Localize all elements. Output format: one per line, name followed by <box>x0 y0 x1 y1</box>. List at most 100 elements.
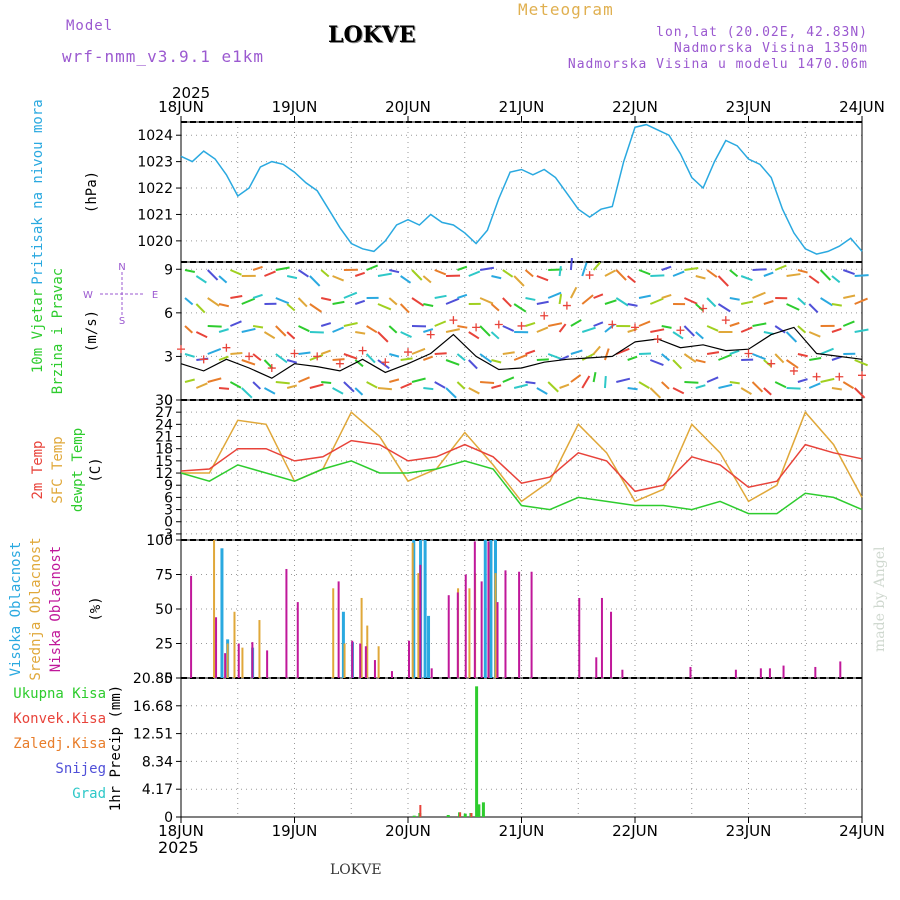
wind-arrow <box>389 378 400 383</box>
wind-arrow <box>638 294 651 299</box>
footer-station: LOKVE <box>330 862 382 878</box>
wind-arrow <box>389 353 400 358</box>
wind-arrow <box>558 265 562 277</box>
compass-north: N <box>118 262 125 273</box>
gust-marker <box>608 320 617 329</box>
wind-arrow <box>230 320 242 327</box>
wind-arrow <box>365 353 376 364</box>
dewpoint-line <box>180 460 863 515</box>
wind-arrow <box>592 261 601 271</box>
wind-arrow <box>842 269 855 275</box>
wind-arrow <box>808 303 819 314</box>
wind-arrow <box>218 275 228 284</box>
wind-arrow <box>797 269 808 274</box>
wind-arrow <box>661 381 670 390</box>
wind-arrow <box>763 331 774 335</box>
low-cloud-bar <box>364 646 367 678</box>
wind-arrow <box>706 325 719 332</box>
wind-arrow <box>649 359 664 366</box>
wind-arrow <box>603 375 607 389</box>
wind-arrow <box>570 319 582 327</box>
gust-marker <box>585 271 594 280</box>
low-cloud-bar <box>359 643 362 678</box>
wind-arrow <box>843 294 856 299</box>
y-tick-label: 16.68 <box>133 699 173 715</box>
wind-arrow <box>729 269 739 278</box>
x-tick-label-bottom: 23JUN <box>726 822 772 840</box>
wind-arrow <box>831 327 842 333</box>
wind-arrow <box>400 382 413 389</box>
wind-arrow <box>706 269 718 278</box>
meteogram-label: Meteogram <box>518 0 614 19</box>
mid-cloud-bar <box>233 611 236 678</box>
wind-arrow <box>275 266 290 271</box>
wind-arrow <box>468 359 478 370</box>
wind-arrow <box>400 331 412 338</box>
wind-arrow <box>808 275 820 284</box>
wind-arrow <box>184 325 194 334</box>
year-bottom: 2025 <box>158 838 199 857</box>
wind-arrow <box>797 353 808 358</box>
wind-arrow <box>479 266 495 271</box>
wind-arrow <box>400 275 412 284</box>
low-cloud-bar <box>473 541 476 678</box>
y-tick-label: 27 <box>155 405 173 421</box>
wind-arrow <box>695 359 706 364</box>
y-tick-label: 0 <box>164 515 173 531</box>
wind-arrow <box>717 275 729 287</box>
wind-arrow <box>366 325 378 334</box>
wind-arrow <box>592 371 597 383</box>
wind-arrow <box>536 387 548 395</box>
wind-arrow <box>298 376 310 383</box>
wind-arrow <box>309 303 322 313</box>
wind-arrow <box>423 328 434 333</box>
gust-marker <box>222 343 231 352</box>
wind-arrow <box>491 275 502 280</box>
low-cloud-bar <box>237 643 240 678</box>
wind-arrow <box>650 328 665 333</box>
wind-arrow <box>320 297 332 302</box>
wind-arrow <box>763 271 774 277</box>
mid-cloud-bar <box>241 647 244 678</box>
wind-arrow <box>729 349 740 355</box>
wind-arrow <box>853 387 866 399</box>
wind-arrow <box>774 325 786 334</box>
wind-arrow <box>468 331 480 340</box>
legend-conv-precip: Konvek.Kisa <box>13 711 106 727</box>
wind-arrow <box>820 377 835 383</box>
gust-marker <box>699 304 708 313</box>
wind-arrow <box>525 349 536 355</box>
low-cloud-bar <box>464 574 467 678</box>
wind-arrow <box>275 353 288 364</box>
wind-arrow <box>320 269 330 278</box>
y-tick-label: 8.34 <box>142 754 173 770</box>
y-tick-label: 100 <box>146 533 173 549</box>
gust-marker <box>449 316 458 325</box>
gust-marker <box>676 326 685 335</box>
wind-arrow <box>525 297 536 301</box>
ylabel-wind: 10m Vjetar <box>30 289 46 373</box>
wind-arrow <box>241 327 256 333</box>
wind-arrow <box>229 381 242 389</box>
mid-cloud-bar <box>417 573 420 678</box>
wind-arrow <box>536 358 549 361</box>
wind-arrow <box>423 387 434 391</box>
wind-arrow <box>729 321 740 327</box>
wind-arrow <box>298 351 311 355</box>
wind-arrow <box>752 353 766 361</box>
wind-arrow <box>207 325 222 328</box>
wind-arrow <box>355 331 366 335</box>
wind-arrow <box>230 295 243 299</box>
wind-arrow <box>785 331 798 343</box>
gust-marker <box>631 323 639 332</box>
y-tick-label: 20.85 <box>133 671 173 687</box>
wind-arrow <box>854 297 868 305</box>
pressure-line <box>180 123 863 255</box>
wind-arrow <box>434 320 447 327</box>
wind-arrow <box>286 303 296 312</box>
wind-arrow <box>184 269 195 273</box>
ylabel-high-cloud: Visoka Oblacnost <box>8 542 24 677</box>
mid-cloud-bar <box>377 646 380 678</box>
wind-arrow <box>854 359 868 367</box>
